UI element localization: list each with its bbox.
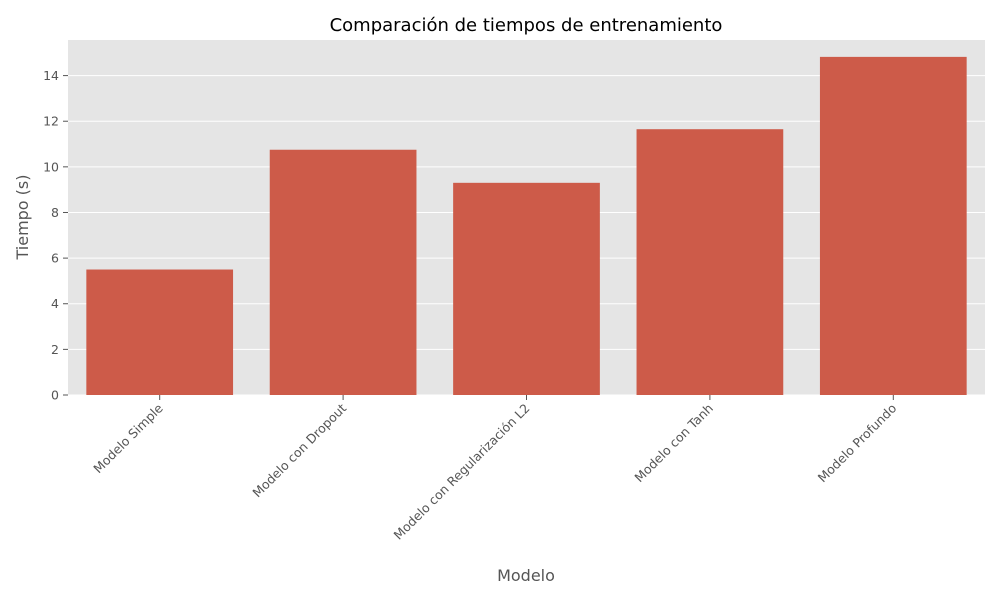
x-tick-label: Modelo con Dropout [249,400,349,500]
x-tick-label: Modelo Profundo [815,401,900,486]
bar [636,129,784,395]
bar [819,56,967,396]
y-tick-label: 10 [43,159,59,174]
bar [86,269,234,395]
bar [453,182,600,395]
y-tick-label: 6 [51,251,59,266]
x-tick-label: Modelo con Regularización L2 [390,401,532,543]
x-axis-label: Modelo [497,566,555,585]
y-tick-label: 2 [51,342,59,357]
x-axis-ticks: Modelo Simple Modelo con Dropout Modelo co… [90,395,899,543]
x-tick-label: Modelo Simple [90,400,166,476]
y-tick-label: 12 [43,114,59,129]
y-axis-label: Tiempo (s) [13,174,32,260]
x-tick-label: Modelo con Tanh [631,401,716,486]
bars [86,56,967,396]
y-axis-ticks: 0 2 4 6 8 10 12 14 [43,68,68,403]
y-tick-label: 14 [43,68,59,83]
chart-title: Comparación de tiempos de entrenamiento [330,15,723,36]
y-tick-label: 4 [51,296,59,311]
bar [269,149,417,395]
y-tick-label: 0 [51,388,59,403]
y-tick-label: 8 [51,205,59,220]
